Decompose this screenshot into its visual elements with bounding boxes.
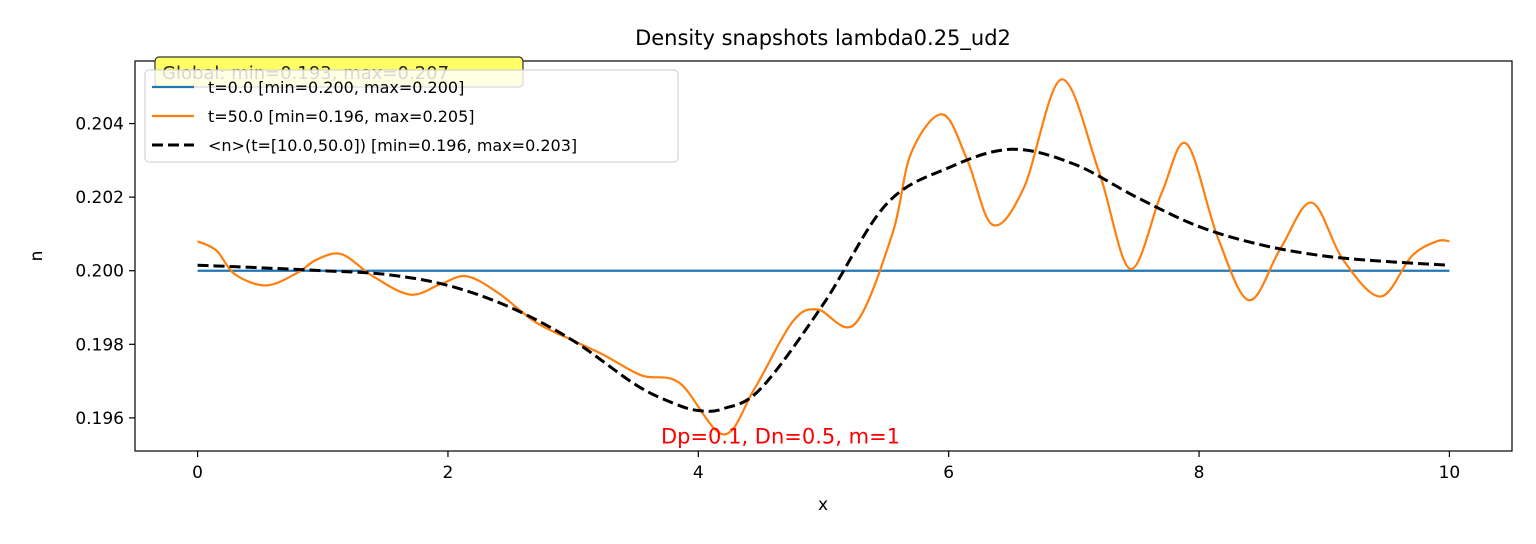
plot-frame xyxy=(134,60,1513,452)
y-tick-label: 0.200 xyxy=(75,262,124,282)
x-tick-label: 8 xyxy=(1194,463,1205,483)
x-tick-label: 2 xyxy=(443,463,454,483)
x-tick-label: 6 xyxy=(943,463,954,483)
legend-label-2: <n>(t=[10.0,50.0]) [min=0.196, max=0.203… xyxy=(208,136,577,155)
chart-title: Density snapshots lambda0.25_ud2 xyxy=(635,26,1011,51)
x-axis: 0 2 4 6 8 10 xyxy=(192,451,1460,483)
x-axis-label: x xyxy=(818,495,828,515)
y-axis: 0.196 0.198 0.200 0.202 0.204 xyxy=(75,115,135,429)
legend: t=0.0 [min=0.200, max=0.200] t=50.0 [min=… xyxy=(144,69,679,163)
series-line-2 xyxy=(197,147,1450,413)
series-line-1 xyxy=(197,78,1450,436)
y-tick-label: 0.196 xyxy=(75,409,124,429)
parameters-annotation: Dp=0.1, Dn=0.5, m=1 xyxy=(661,424,900,448)
y-tick-label: 0.204 xyxy=(75,115,124,135)
legend-label-0: t=0.0 [min=0.200, max=0.200] xyxy=(208,78,464,97)
x-tick-label: 0 xyxy=(192,463,203,483)
y-tick-label: 0.202 xyxy=(75,188,124,208)
y-tick-label: 0.198 xyxy=(75,335,124,355)
x-tick-label: 10 xyxy=(1439,463,1461,483)
legend-label-1: t=50.0 [min=0.196, max=0.205] xyxy=(208,107,475,126)
y-axis-label: n xyxy=(27,251,47,262)
x-tick-label: 4 xyxy=(693,463,704,483)
series-layer xyxy=(197,78,1450,436)
